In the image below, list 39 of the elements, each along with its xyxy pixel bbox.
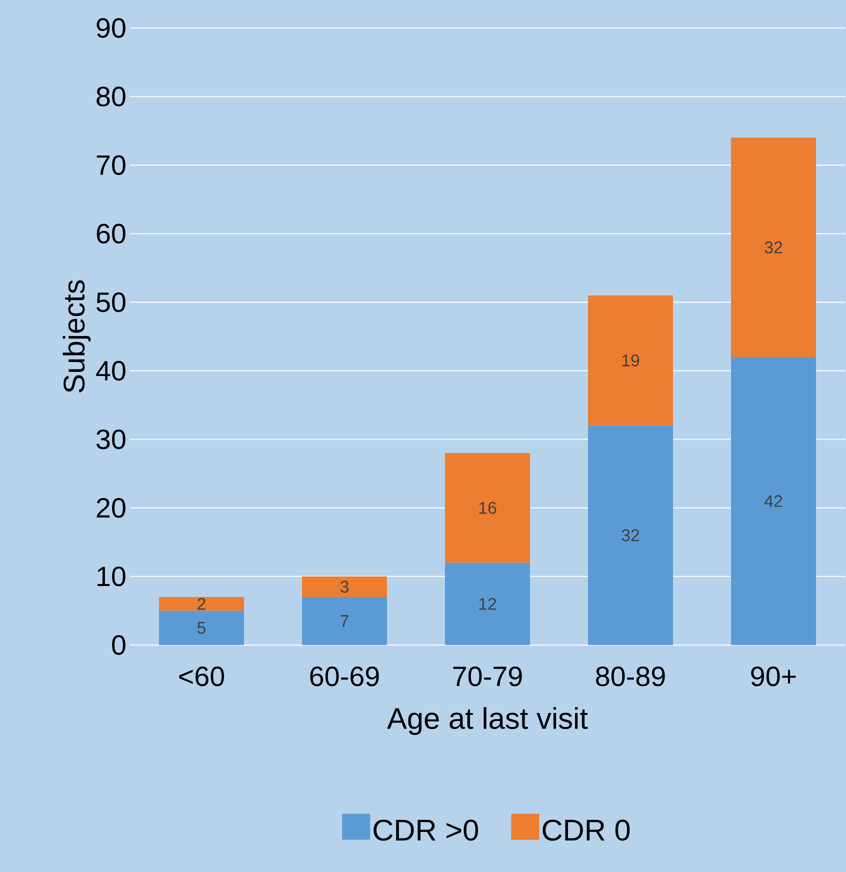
x-tick-label: 70-79: [453, 666, 522, 686]
y-tick-label: 80: [96, 86, 126, 106]
x-axis-title: Age at last visit: [387, 707, 588, 735]
data-label: 7: [340, 615, 348, 627]
x-tick-label: <60: [179, 666, 224, 686]
x-tick-label: 80-89: [596, 666, 665, 686]
data-label: 32: [764, 241, 782, 254]
y-tick-label: 90: [96, 18, 126, 38]
data-label: 16: [479, 502, 496, 514]
y-tick-label: 60: [96, 224, 126, 244]
legend-label: CDR 0: [542, 820, 630, 841]
y-tick-label: 70: [96, 155, 126, 175]
bar: [731, 357, 816, 645]
bar: [444, 453, 530, 563]
bar: [588, 426, 673, 645]
data-label: 42: [764, 495, 782, 507]
bar: [588, 295, 673, 426]
bar: [302, 576, 387, 598]
y-tick-label: 40: [96, 360, 126, 381]
x-tick-label: 90+: [751, 666, 796, 686]
legend-label: CDR >0: [374, 820, 478, 841]
data-label: 32: [622, 529, 640, 542]
data-label: 5: [197, 622, 206, 634]
bar: [444, 562, 530, 645]
y-tick-label: 10: [98, 566, 126, 586]
data-label: 19: [622, 354, 640, 366]
y-tick-label: 50: [96, 292, 126, 312]
y-tick-label: 30: [96, 429, 126, 450]
data-label: 12: [479, 598, 496, 610]
data-label: 3: [340, 580, 348, 593]
y-tick-label: 0: [112, 635, 126, 655]
bar: [159, 610, 244, 645]
x-tick-label: 60-69: [310, 666, 379, 686]
bar: [731, 138, 816, 358]
bar: [159, 597, 244, 611]
y-axis-title: Subjects: [62, 280, 91, 392]
y-tick-label: 20: [96, 498, 126, 518]
bar: [302, 597, 387, 645]
data-label: 2: [198, 598, 206, 610]
